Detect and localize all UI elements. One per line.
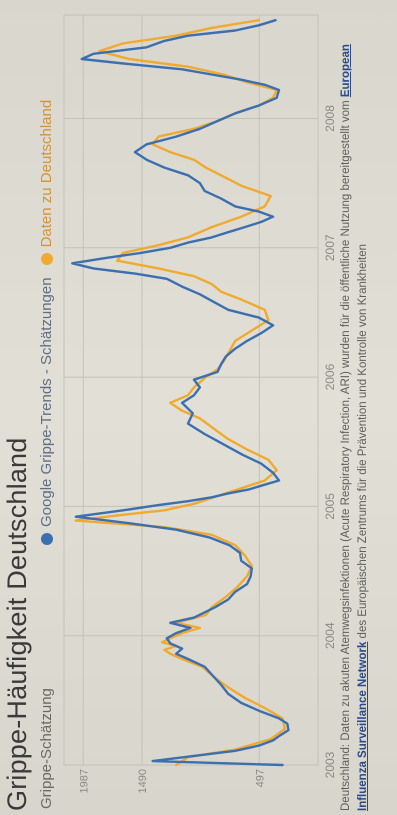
x-tick-label: 2004 [323,622,336,649]
legend-swatch-google [40,533,53,545]
source-note: Deutschland: Daten zu akuten Atemwegsinf… [338,11,372,811]
x-tick-label: 2007 [323,234,336,261]
x-tick-label: 2005 [323,493,336,520]
y-tick-label: 1987 [78,769,90,793]
x-tick-label: 2006 [323,363,336,390]
y-tick-label: 497 [254,769,266,787]
series-line-google [71,19,290,767]
x-tick-label: 2003 [323,751,336,778]
x-tick-label: 2008 [323,105,336,132]
chart: 497 1490 1987 2003 2004 2005 2006 2007 2008 [63,14,336,793]
y-tick-label: 1490 [137,769,149,793]
note-text: Deutschland: Daten zu akuten Atemwegsinf… [340,97,352,811]
chart-ylabel: Grippe-Schätzung [38,688,55,809]
legend-swatch-data [40,253,53,266]
note-text-end: des Europäischen Zentrums für die Präven… [357,244,369,642]
legend-label-google: Google Grippe-Trends - Schätzungen [38,277,55,527]
legend: Google Grippe-Trends - Schätzungen Daten… [38,100,55,545]
page-title: Grippe-Häufigkeit Deutschland [2,437,32,812]
series-line-data [74,19,287,767]
legend-label-data: Daten zu Deutschland [38,99,55,248]
